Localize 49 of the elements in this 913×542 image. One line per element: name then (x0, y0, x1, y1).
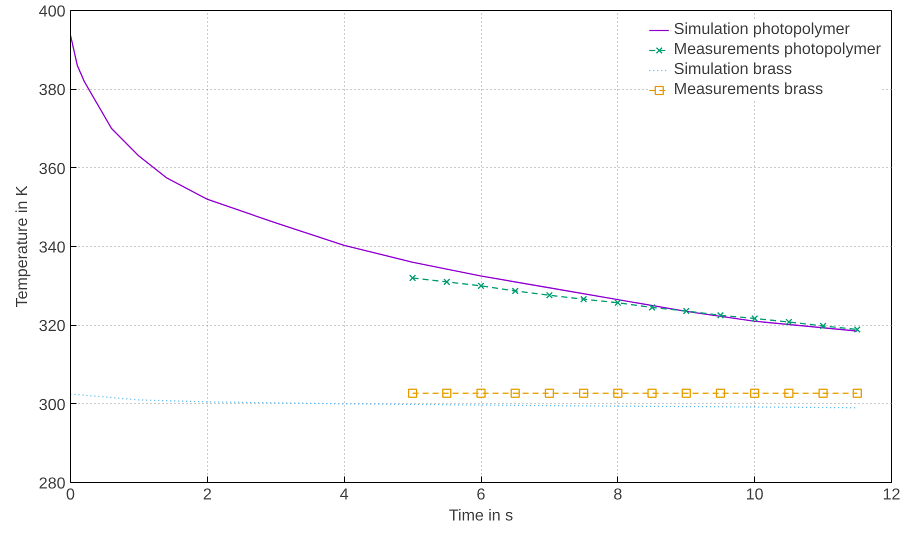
x-tick-label: 8 (613, 486, 622, 504)
point (818, 388, 828, 398)
point (716, 312, 724, 319)
legend-label: Measurements photopolymer (674, 41, 881, 59)
point (614, 299, 622, 306)
point (854, 326, 861, 333)
legend-label: Simulation brass (674, 61, 792, 79)
point (750, 388, 760, 398)
y-tick-label: 340 (38, 240, 66, 256)
x-tick-label: 4 (340, 486, 349, 504)
point (546, 292, 553, 299)
x-axis-title: Time in s (448, 508, 514, 524)
point (648, 304, 656, 311)
x-tick-label: 6 (476, 486, 486, 504)
x-tick-label: 10 (746, 486, 764, 504)
point (512, 287, 519, 294)
y-tick-label: 320 (38, 318, 66, 336)
point (647, 388, 657, 398)
point (478, 282, 484, 290)
x-tick-label: 2 (202, 486, 212, 504)
point (580, 296, 588, 303)
point (443, 278, 450, 286)
y-tick-label: 380 (38, 82, 66, 100)
x-tick-label: 0 (66, 486, 76, 504)
point (408, 388, 418, 398)
y-tick-label: 400 (38, 4, 66, 20)
point (409, 274, 416, 282)
y-tick-label: 300 (38, 396, 66, 414)
line-series (70, 393, 858, 408)
y-tick-label: 360 (38, 160, 66, 178)
point (784, 388, 794, 398)
point (785, 318, 792, 326)
point (510, 388, 520, 398)
point (613, 388, 622, 398)
point (852, 388, 862, 398)
y-axis-title: Temperature in K (14, 185, 31, 308)
legend-label: Simulation photopolymer (674, 21, 850, 39)
point (544, 388, 554, 398)
legend-label: Measurements brass (674, 81, 824, 99)
point (682, 308, 690, 314)
point (442, 388, 452, 398)
point (751, 315, 758, 322)
point (578, 388, 588, 398)
point (820, 322, 827, 330)
point (476, 388, 486, 398)
point (716, 388, 726, 398)
point (682, 388, 691, 398)
x-tick-label: 12 (882, 486, 900, 504)
y-tick-label: 280 (38, 476, 66, 492)
